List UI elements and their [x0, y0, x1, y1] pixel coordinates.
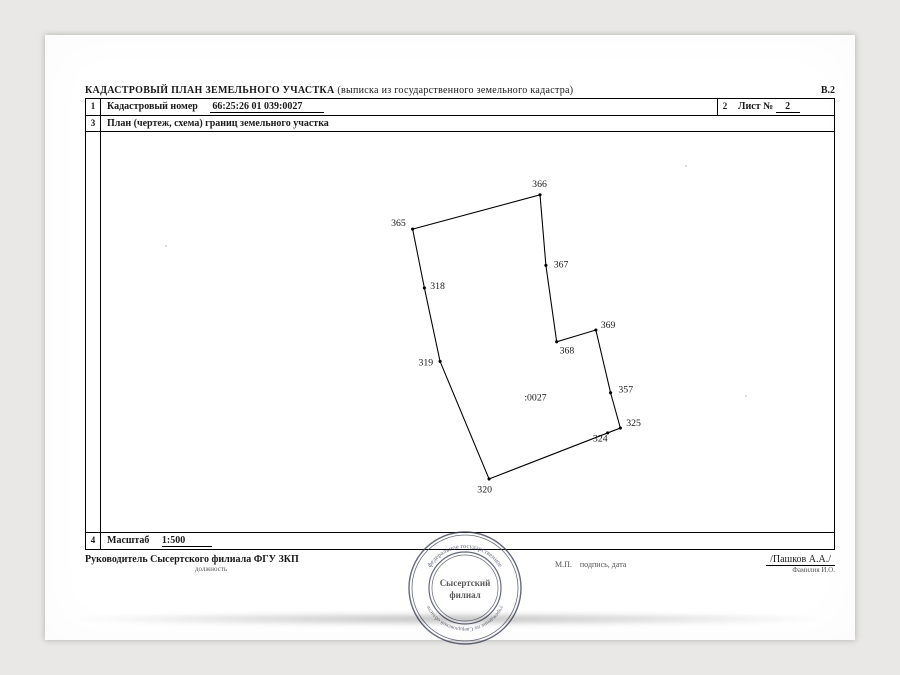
vertex-label: 366	[532, 179, 547, 190]
title-sub: (выписка из государственного земельного …	[337, 85, 573, 96]
form-code: В.2	[821, 85, 835, 96]
cadastral-number-value: 66:25:26 01 039:0027	[210, 101, 324, 113]
parcel-vertex	[594, 328, 597, 331]
paper-speck	[745, 395, 747, 397]
parcel-vertex	[438, 360, 441, 363]
vertex-label: 319	[419, 357, 434, 368]
vertex-label: 324	[593, 434, 608, 445]
scale-cell: Масштаб 1:500	[101, 533, 834, 549]
document-page: В.2 КАДАСТРОВЫЙ ПЛАН ЗЕМЕЛЬНОГО УЧАСТКА …	[45, 35, 855, 640]
parcel-vertex	[619, 426, 622, 429]
sheet-label: Лист №	[738, 101, 773, 112]
title-main: КАДАСТРОВЫЙ ПЛАН ЗЕМЕЛЬНОГО УЧАСТКА	[85, 85, 335, 96]
footer-left: Руководитель Сысертского филиала ФГУ ЗКП…	[85, 554, 835, 573]
vertex-label: 325	[626, 418, 641, 429]
footer-mid: М.П. подпись, дата	[555, 560, 626, 569]
scale-label: Масштаб	[107, 535, 149, 546]
sheet-value: 2	[776, 101, 800, 113]
vertex-label: 357	[618, 385, 633, 396]
plan-caption: План (чертеж, схема) границ земельного у…	[101, 116, 834, 131]
parcel-diagram: 365 366 367 368 369 357 325 324 320 319 318 :0027	[101, 132, 834, 532]
vertex-label: 365	[391, 218, 406, 229]
vertex-label: 320	[477, 485, 492, 496]
parcel-vertex	[609, 391, 612, 394]
footer: Руководитель Сысертского филиала ФГУ ЗКП…	[85, 554, 835, 614]
vertex-label: 368	[560, 346, 575, 357]
parcel-vertex	[411, 228, 414, 231]
cell-num-2: 2	[717, 99, 732, 115]
cell-num-1: 1	[86, 99, 101, 115]
sign-date-caption: подпись, дата	[580, 560, 626, 569]
document-title: КАДАСТРОВЫЙ ПЛАН ЗЕМЕЛЬНОГО УЧАСТКА (вып…	[85, 85, 835, 96]
parcel-vertex	[538, 193, 541, 196]
paper-speck	[685, 165, 687, 167]
signer-title-caption: должность	[195, 565, 835, 573]
plan-gutter	[86, 132, 101, 532]
plan-area: 365 366 367 368 369 357 325 324 320 319 318 :0027	[101, 132, 834, 532]
signer-title: Руководитель Сысертского филиала ФГУ ЗКП	[85, 554, 299, 565]
cell-num-4: 4	[86, 533, 101, 549]
header-row-3: 3 План (чертеж, схема) границ земельного…	[86, 116, 834, 132]
parcel-vertex	[487, 477, 490, 480]
mp-label: М.П.	[555, 560, 572, 569]
sheet-content: В.2 КАДАСТРОВЫЙ ПЛАН ЗЕМЕЛЬНОГО УЧАСТКА …	[85, 85, 835, 610]
parcel-vertex	[555, 340, 558, 343]
sheet-number-cell: Лист № 2	[732, 99, 834, 115]
paper-speck	[165, 245, 167, 247]
cadastral-number-cell: Кадастровый номер 66:25:26 01 039:0027	[101, 99, 717, 115]
scale-value: 1:500	[162, 535, 212, 547]
parcel-outline	[413, 195, 621, 479]
plan-row: 365 366 367 368 369 357 325 324 320 319 318 :0027	[86, 132, 834, 533]
vertex-label: 369	[601, 320, 616, 331]
page-shadow	[65, 612, 835, 626]
form-table: 1 Кадастровый номер 66:25:26 01 039:0027…	[85, 98, 835, 550]
signer-name-caption: Фамилия И.О.	[766, 566, 835, 574]
parcel-vertex	[423, 286, 426, 289]
header-row-1: 1 Кадастровый номер 66:25:26 01 039:0027…	[86, 99, 834, 116]
vertex-label: 367	[554, 259, 569, 270]
signer-name: /Пашков А.А./	[766, 554, 835, 566]
parcel-id-label: :0027	[524, 393, 546, 404]
footer-right: /Пашков А.А./ Фамилия И.О.	[766, 554, 835, 574]
scale-row: 4 Масштаб 1:500	[86, 533, 834, 549]
parcel-vertex	[544, 264, 547, 267]
vertex-label: 318	[430, 281, 445, 292]
cell-num-3: 3	[86, 116, 101, 131]
cadastral-number-label: Кадастровый номер	[107, 101, 198, 112]
